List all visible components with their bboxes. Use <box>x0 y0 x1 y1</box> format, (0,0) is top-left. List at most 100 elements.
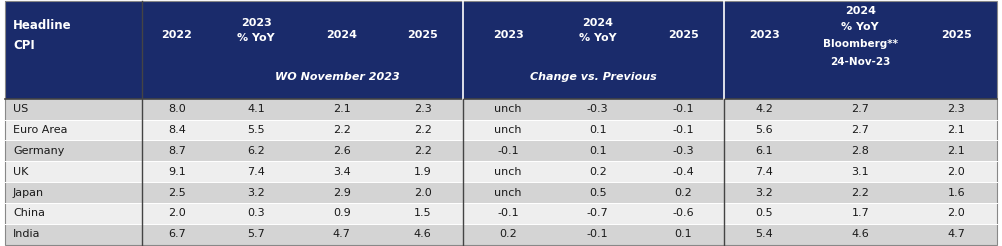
Text: 2.1: 2.1 <box>948 125 965 135</box>
Text: India: India <box>13 229 40 239</box>
Text: 0.5: 0.5 <box>756 208 773 218</box>
Text: 2025: 2025 <box>408 30 438 40</box>
Text: -0.1: -0.1 <box>497 208 519 218</box>
Text: 2.6: 2.6 <box>333 146 351 156</box>
Text: 2.0: 2.0 <box>948 167 965 177</box>
Text: 2.0: 2.0 <box>948 208 965 218</box>
Text: -0.1: -0.1 <box>497 146 519 156</box>
Text: Euro Area: Euro Area <box>13 125 67 135</box>
Text: -0.1: -0.1 <box>587 229 608 239</box>
Bar <box>5 224 997 245</box>
Text: 9.1: 9.1 <box>168 167 185 177</box>
Bar <box>5 203 997 224</box>
Text: unch: unch <box>494 167 522 177</box>
Text: 6.7: 6.7 <box>168 229 185 239</box>
Text: 6.2: 6.2 <box>247 146 266 156</box>
Text: 3.1: 3.1 <box>852 167 869 177</box>
Text: 5.6: 5.6 <box>756 125 773 135</box>
Text: 1.6: 1.6 <box>948 188 965 198</box>
Text: 5.5: 5.5 <box>247 125 266 135</box>
Text: 24-Nov-23: 24-Nov-23 <box>830 57 891 67</box>
Text: 2.7: 2.7 <box>852 125 870 135</box>
Text: 2.2: 2.2 <box>414 125 432 135</box>
Bar <box>5 140 997 161</box>
Text: 2.0: 2.0 <box>168 208 185 218</box>
Text: 4.7: 4.7 <box>333 229 351 239</box>
Text: Germany: Germany <box>13 146 64 156</box>
Text: 2024: 2024 <box>582 18 613 28</box>
Text: 0.1: 0.1 <box>589 146 606 156</box>
Text: 2.3: 2.3 <box>414 104 432 114</box>
Text: US: US <box>13 104 28 114</box>
Text: 2022: 2022 <box>161 30 192 40</box>
Text: 2.1: 2.1 <box>333 104 351 114</box>
Text: -0.4: -0.4 <box>672 167 694 177</box>
Text: % YoY: % YoY <box>842 22 879 31</box>
Text: 2.2: 2.2 <box>852 188 870 198</box>
Text: 2.8: 2.8 <box>852 146 870 156</box>
Text: 2.7: 2.7 <box>852 104 870 114</box>
Text: unch: unch <box>494 188 522 198</box>
Text: 2023: 2023 <box>748 30 780 40</box>
Text: 2.0: 2.0 <box>414 188 432 198</box>
Text: Headline: Headline <box>13 19 72 32</box>
Text: 0.9: 0.9 <box>333 208 351 218</box>
Text: -0.7: -0.7 <box>587 208 608 218</box>
Text: Change vs. Previous: Change vs. Previous <box>530 72 657 82</box>
Text: -0.1: -0.1 <box>672 104 693 114</box>
Bar <box>5 161 997 182</box>
Text: Bloomberg**: Bloomberg** <box>823 39 898 49</box>
Text: 5.7: 5.7 <box>247 229 266 239</box>
Text: 2.3: 2.3 <box>948 104 965 114</box>
Text: 2024: 2024 <box>845 6 876 16</box>
Text: 0.5: 0.5 <box>589 188 606 198</box>
Text: % YoY: % YoY <box>237 33 276 43</box>
Text: 3.2: 3.2 <box>247 188 266 198</box>
Text: % YoY: % YoY <box>579 33 616 43</box>
Text: 4.1: 4.1 <box>247 104 266 114</box>
Text: unch: unch <box>494 104 522 114</box>
Text: -0.3: -0.3 <box>672 146 693 156</box>
Text: 8.7: 8.7 <box>168 146 185 156</box>
Text: 0.1: 0.1 <box>589 125 606 135</box>
Text: 3.2: 3.2 <box>756 188 774 198</box>
Text: 1.9: 1.9 <box>414 167 432 177</box>
Text: -0.3: -0.3 <box>587 104 608 114</box>
Text: 4.6: 4.6 <box>414 229 432 239</box>
Text: 0.2: 0.2 <box>674 188 692 198</box>
Text: 4.6: 4.6 <box>852 229 869 239</box>
Text: 2.2: 2.2 <box>414 146 432 156</box>
Text: 2.1: 2.1 <box>948 146 965 156</box>
Text: 7.4: 7.4 <box>247 167 266 177</box>
Bar <box>5 182 997 203</box>
Text: 2023: 2023 <box>240 18 272 28</box>
Text: 4.7: 4.7 <box>948 229 965 239</box>
Text: 0.2: 0.2 <box>499 229 517 239</box>
Text: 2025: 2025 <box>667 30 698 40</box>
Text: 7.4: 7.4 <box>756 167 774 177</box>
Text: -0.1: -0.1 <box>672 125 693 135</box>
Text: UK: UK <box>13 167 28 177</box>
Text: 0.2: 0.2 <box>589 167 606 177</box>
Text: 1.5: 1.5 <box>414 208 432 218</box>
Text: 2.9: 2.9 <box>333 188 351 198</box>
Text: 4.2: 4.2 <box>756 104 774 114</box>
Text: 0.1: 0.1 <box>674 229 691 239</box>
Text: WO November 2023: WO November 2023 <box>276 72 400 82</box>
Text: 2.5: 2.5 <box>168 188 185 198</box>
Text: -0.6: -0.6 <box>672 208 693 218</box>
Bar <box>5 120 997 140</box>
Text: Japan: Japan <box>13 188 44 198</box>
Bar <box>5 1 997 99</box>
Bar <box>5 99 997 120</box>
Text: 2024: 2024 <box>326 30 357 40</box>
Text: CPI: CPI <box>13 39 35 52</box>
Text: 2023: 2023 <box>493 30 523 40</box>
Text: China: China <box>13 208 45 218</box>
Text: 8.4: 8.4 <box>168 125 185 135</box>
Text: unch: unch <box>494 125 522 135</box>
Text: 3.4: 3.4 <box>333 167 351 177</box>
Text: 2025: 2025 <box>941 30 972 40</box>
Text: 6.1: 6.1 <box>756 146 773 156</box>
Text: 2.2: 2.2 <box>333 125 351 135</box>
